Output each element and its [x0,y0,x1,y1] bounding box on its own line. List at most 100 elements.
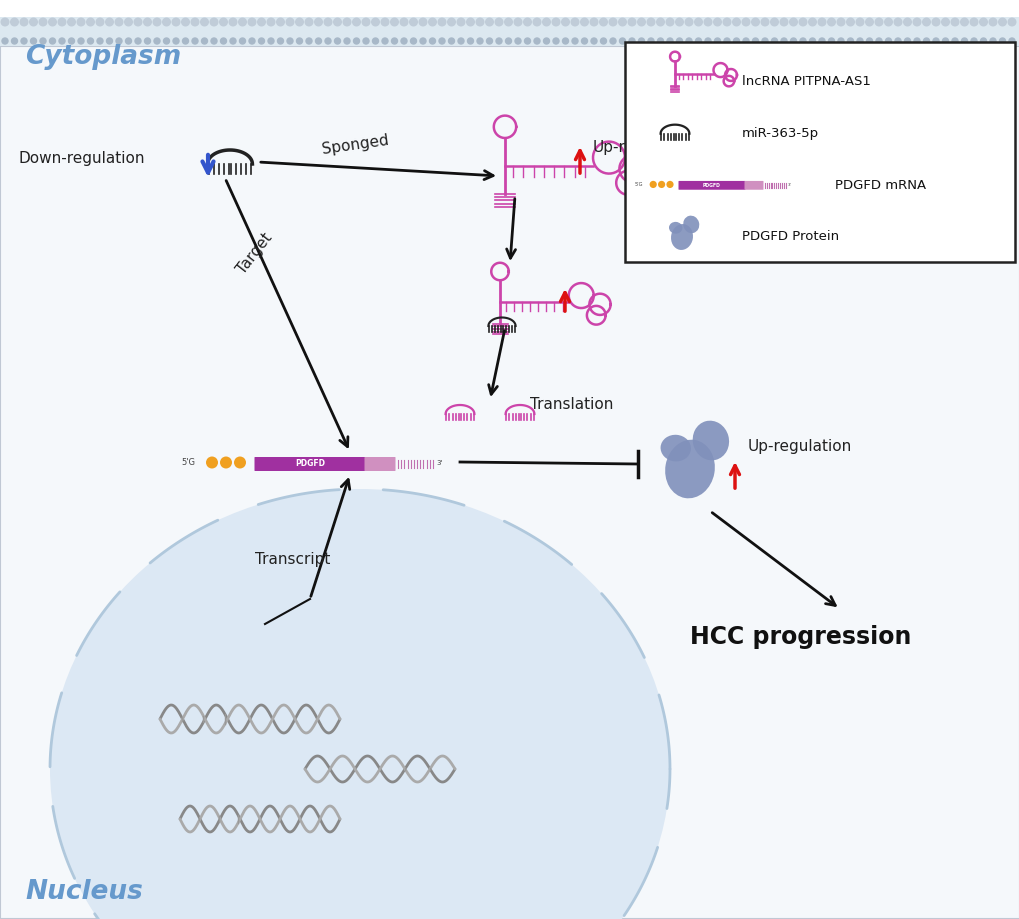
Circle shape [894,38,900,44]
Circle shape [770,18,777,26]
Circle shape [363,38,369,44]
Circle shape [248,18,256,26]
Circle shape [543,38,549,44]
Circle shape [969,18,977,26]
Circle shape [420,38,426,44]
Circle shape [761,38,767,44]
Circle shape [760,18,768,26]
Circle shape [296,18,303,26]
Circle shape [941,18,949,26]
Circle shape [913,38,919,44]
Circle shape [590,18,597,26]
Circle shape [325,38,331,44]
Circle shape [382,38,387,44]
Circle shape [665,181,673,188]
Circle shape [229,18,236,26]
Ellipse shape [660,435,690,461]
Circle shape [124,18,132,26]
Circle shape [912,18,920,26]
Circle shape [20,18,28,26]
FancyBboxPatch shape [744,181,763,189]
Circle shape [106,18,113,26]
Circle shape [50,38,55,44]
Circle shape [1,18,9,26]
Circle shape [808,18,815,26]
Circle shape [182,38,189,44]
Circle shape [220,38,226,44]
Circle shape [258,38,264,44]
Circle shape [39,18,47,26]
Text: PDGFD: PDGFD [702,183,720,187]
Circle shape [173,38,178,44]
Circle shape [315,38,321,44]
Circle shape [163,38,169,44]
Circle shape [192,38,198,44]
Circle shape [1008,38,1014,44]
Circle shape [524,38,530,44]
Circle shape [988,18,996,26]
Circle shape [638,38,644,44]
Circle shape [10,18,18,26]
Circle shape [609,38,615,44]
Circle shape [249,38,255,44]
FancyBboxPatch shape [255,457,365,471]
Circle shape [515,38,521,44]
Circle shape [704,38,710,44]
Circle shape [875,38,881,44]
Circle shape [87,18,94,26]
Circle shape [68,38,74,44]
Circle shape [116,38,122,44]
Circle shape [96,18,104,26]
Circle shape [467,18,474,26]
Circle shape [665,18,674,26]
Circle shape [703,18,711,26]
Circle shape [97,38,103,44]
Text: PDGFD mRNA: PDGFD mRNA [835,179,925,192]
Circle shape [847,38,853,44]
Circle shape [371,18,379,26]
Circle shape [324,18,331,26]
Circle shape [145,38,151,44]
Circle shape [447,18,454,26]
Circle shape [561,38,568,44]
Circle shape [494,18,502,26]
Text: Up-regulation: Up-regulation [747,439,852,454]
Circle shape [752,38,758,44]
Text: Sponged: Sponged [320,132,389,157]
Circle shape [552,38,558,44]
Circle shape [238,18,246,26]
Bar [0,17,1019,46]
Circle shape [201,18,208,26]
Circle shape [961,38,967,44]
Text: Nucleus: Nucleus [25,879,143,905]
Circle shape [229,38,235,44]
Circle shape [334,38,340,44]
Circle shape [628,18,635,26]
Circle shape [58,18,66,26]
Circle shape [30,18,38,26]
Circle shape [505,38,511,44]
Circle shape [789,18,797,26]
Circle shape [894,18,901,26]
Ellipse shape [671,224,692,250]
FancyBboxPatch shape [625,42,1014,262]
Circle shape [742,18,749,26]
Circle shape [410,18,417,26]
Circle shape [306,38,312,44]
Circle shape [514,18,522,26]
Circle shape [827,38,834,44]
Circle shape [428,18,436,26]
Circle shape [115,18,122,26]
Circle shape [286,18,293,26]
Circle shape [780,18,787,26]
Circle shape [390,18,397,26]
Circle shape [523,18,531,26]
Circle shape [999,38,1005,44]
Circle shape [206,457,218,469]
Circle shape [77,18,85,26]
Text: Up-regulation: Up-regulation [592,140,697,155]
Circle shape [315,18,322,26]
Circle shape [391,38,397,44]
Text: Transcript: Transcript [255,552,330,567]
Circle shape [884,38,891,44]
